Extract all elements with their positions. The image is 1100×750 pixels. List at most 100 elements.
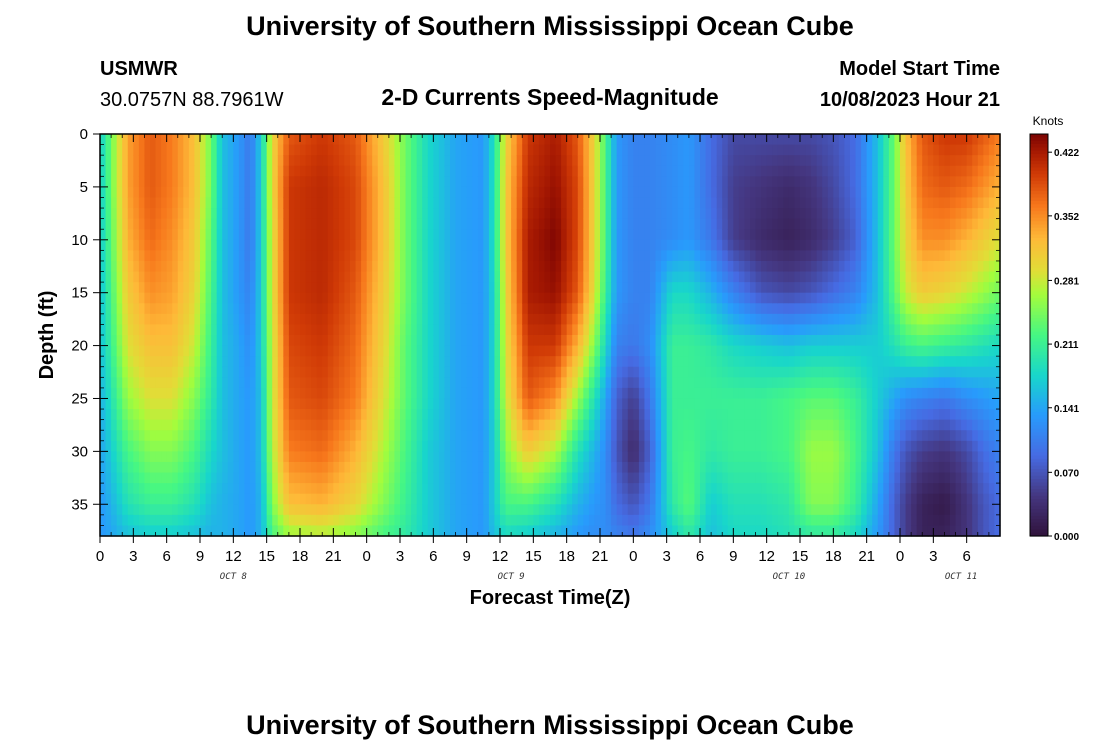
heatmap-cell [438, 134, 446, 146]
heatmap-cell [633, 430, 640, 442]
heatmap-cell [383, 134, 390, 146]
heatmap-cell [700, 440, 707, 452]
heatmap-cell [272, 239, 279, 251]
heatmap-cell [111, 440, 118, 452]
heatmap-cell [683, 282, 690, 294]
heatmap-cell [822, 218, 829, 230]
heatmap-cell [522, 250, 529, 262]
heatmap-cell [238, 387, 246, 400]
heatmap-cell [583, 387, 590, 400]
heatmap-cell [650, 165, 657, 177]
heatmap-cell [816, 208, 823, 220]
heatmap-cell [272, 387, 279, 400]
heatmap-cell [650, 134, 657, 146]
heatmap-cell [727, 345, 734, 357]
heatmap-cell [572, 440, 579, 452]
heatmap-cell [394, 165, 401, 177]
heatmap-cell [633, 461, 640, 474]
heatmap-cell [127, 197, 134, 209]
heatmap-cell [111, 271, 118, 283]
heatmap-cell [577, 504, 584, 516]
heatmap-cell [188, 134, 196, 146]
heatmap-cell [705, 398, 712, 410]
heatmap-cell [177, 366, 184, 378]
heatmap-cell [266, 208, 273, 220]
heatmap-cell [805, 345, 812, 357]
heatmap-cell [788, 271, 796, 283]
heatmap-cell [672, 525, 679, 537]
heatmap-cell [561, 493, 568, 505]
heatmap-cell [727, 483, 734, 495]
heatmap-cell [394, 461, 401, 474]
heatmap-cell [250, 335, 257, 347]
heatmap-cell [650, 186, 657, 199]
heatmap-cell [477, 409, 484, 421]
heatmap-cell [200, 176, 207, 188]
heatmap-cell [394, 250, 401, 262]
heatmap-cell [116, 134, 123, 146]
heatmap-cell [455, 324, 462, 336]
heatmap-cell [733, 525, 740, 537]
heatmap-cell [644, 144, 651, 156]
heatmap-cell [516, 250, 523, 262]
heatmap-cell [716, 335, 723, 347]
heatmap-cell [100, 176, 107, 188]
heatmap-cell [794, 250, 801, 262]
heatmap-cell [422, 525, 429, 537]
heatmap-cell [288, 239, 296, 251]
heatmap-cell [822, 292, 829, 304]
heatmap-cell [483, 335, 490, 347]
heatmap-cell [183, 493, 190, 505]
heatmap-cell [422, 313, 429, 326]
heatmap-cell [683, 134, 690, 146]
heatmap-cell [600, 134, 607, 146]
heatmap-cell [555, 440, 562, 452]
heatmap-cell [611, 356, 618, 368]
heatmap-cell [211, 186, 218, 199]
heatmap-cell [338, 239, 346, 251]
heatmap-cell [500, 239, 507, 251]
heatmap-cell [366, 461, 373, 474]
heatmap-cell [400, 165, 407, 177]
heatmap-cell [122, 165, 129, 177]
heatmap-cell [433, 208, 440, 220]
heatmap-cell [205, 239, 212, 251]
heatmap-cell [283, 514, 290, 527]
heatmap-cell [466, 419, 473, 431]
heatmap-cell [733, 483, 740, 495]
heatmap-cell [644, 155, 651, 167]
heatmap-cell [538, 165, 546, 177]
heatmap-cell [194, 292, 201, 304]
heatmap-cell [305, 483, 312, 495]
heatmap-cell [805, 377, 812, 389]
heatmap-cell [716, 472, 723, 484]
heatmap-cell [433, 409, 440, 421]
heatmap-cell [550, 165, 557, 177]
heatmap-cell [200, 144, 207, 156]
heatmap-cell [511, 419, 518, 431]
heatmap-cell [566, 229, 573, 241]
heatmap-cell [227, 430, 234, 442]
heatmap-cell [616, 165, 623, 177]
heatmap-cell [616, 335, 623, 347]
heatmap-cell [377, 134, 384, 146]
heatmap-cell [827, 239, 834, 251]
heatmap-cell [516, 525, 523, 537]
heatmap-cell [494, 176, 501, 188]
heatmap-cell [388, 165, 396, 177]
heatmap-cell [427, 377, 434, 389]
heatmap-cell [744, 461, 751, 474]
heatmap-cell [672, 208, 679, 220]
heatmap-cell [166, 472, 173, 484]
heatmap-cell [677, 419, 684, 431]
heatmap-cell [727, 461, 734, 474]
heatmap-cell [588, 186, 596, 199]
heatmap-cell [800, 419, 807, 431]
heatmap-cell [350, 366, 357, 378]
heatmap-cell [266, 461, 273, 474]
heatmap-cell [433, 483, 440, 495]
heatmap-cell [666, 197, 673, 209]
heatmap-cell [472, 525, 479, 537]
heatmap-cell [488, 525, 496, 537]
heatmap-cell [311, 303, 318, 315]
